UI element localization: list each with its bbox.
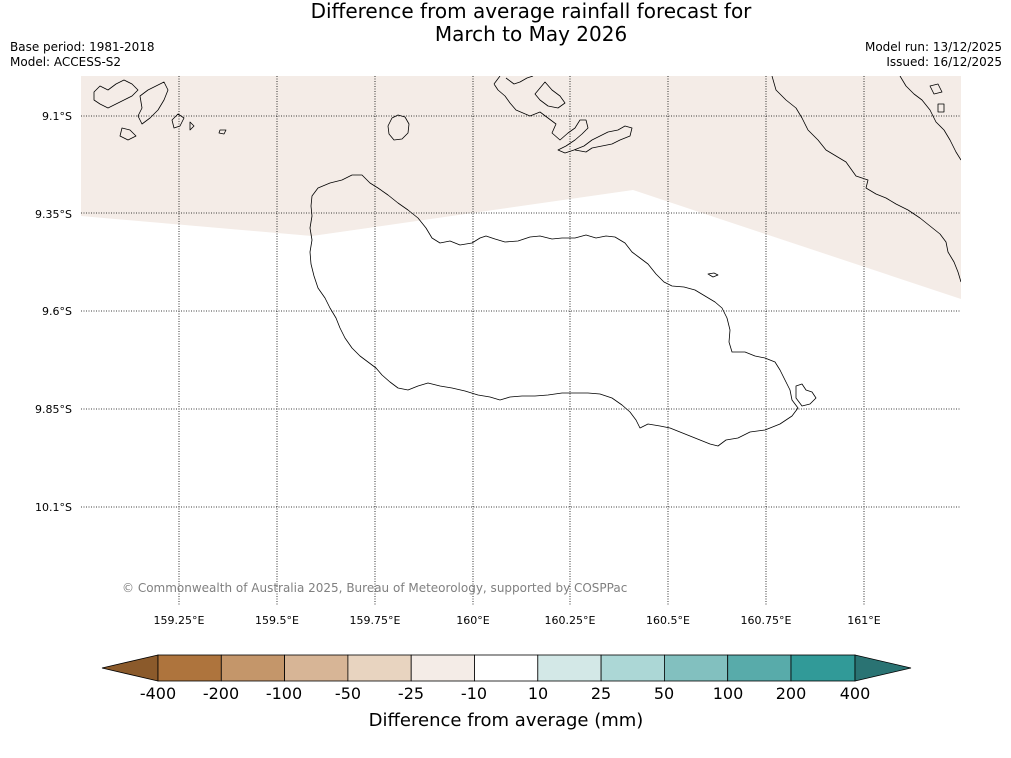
colorbar-title: Difference from average (mm) xyxy=(369,710,644,731)
lon-label: 160.75°E xyxy=(741,614,792,627)
meta-left: Base period: 1981-2018 Model: ACCESS-S2 xyxy=(10,40,155,70)
colorbar-bin xyxy=(537,654,602,682)
colorbar-tick-label: -400 xyxy=(140,684,176,703)
malaita-coastline xyxy=(771,76,961,283)
colorbar-bin xyxy=(220,654,286,682)
colorbar-tick-label: 25 xyxy=(591,684,611,703)
colorbar-tick-label: -200 xyxy=(203,684,239,703)
colorbar-bin xyxy=(600,654,665,682)
colorbar-tick-label: 200 xyxy=(776,684,807,703)
lon-label: 160.25°E xyxy=(545,614,596,627)
colorbar-bin xyxy=(410,654,475,682)
colorbar-bin xyxy=(347,654,412,682)
colorbar-tick-label: -10 xyxy=(461,684,487,703)
model-text: Model: ACCESS-S2 xyxy=(10,55,122,69)
colorbar xyxy=(101,654,912,682)
meta-right: Model run: 13/12/2025 Issued: 16/12/2025 xyxy=(865,40,1002,70)
model-run-text: Model run: 13/12/2025 xyxy=(864,40,1002,54)
colorbar-tick-label: -25 xyxy=(398,684,424,703)
lat-label: 9.85°S xyxy=(35,403,72,416)
colorbar-ticks: -400 -200 -100 -50 -25 -10 10 25 50 100 … xyxy=(140,684,870,703)
colorbar-tick-label: -50 xyxy=(335,684,361,703)
guadalcanal-coastline xyxy=(309,174,799,447)
savo-island-coastline xyxy=(387,114,410,141)
lon-label: 159.75°E xyxy=(350,614,401,627)
colorbar-over-arrow xyxy=(854,654,912,682)
colorbar-bin xyxy=(727,654,792,682)
lon-label: 159.25°E xyxy=(154,614,205,627)
forecast-region-polygon xyxy=(81,76,961,299)
issued-text: Issued: 16/12/2025 xyxy=(886,55,1002,69)
russell-islands-coastline xyxy=(93,79,227,141)
lon-label: 160°E xyxy=(456,614,489,627)
lat-label: 9.1°S xyxy=(42,110,72,123)
colorbar-bin xyxy=(157,654,222,682)
lon-label: 160.5°E xyxy=(646,614,690,627)
colorbar-tick-label: 10 xyxy=(528,684,548,703)
lat-label: 10.1°S xyxy=(35,501,72,514)
colorbar-tick-label: 100 xyxy=(713,684,744,703)
title-line-1: Difference from average rainfall forecas… xyxy=(310,0,752,23)
colorbar-bin xyxy=(284,654,349,682)
lat-label: 9.6°S xyxy=(42,305,72,318)
lat-label: 9.35°S xyxy=(35,208,72,221)
lat-labels: 9.1°S 9.35°S 9.6°S 9.85°S 10.1°S xyxy=(35,110,72,514)
colorbar-bin xyxy=(474,654,539,682)
forecast-shading xyxy=(81,76,961,299)
copyright-text: © Commonwealth of Australia 2025, Bureau… xyxy=(122,581,627,595)
base-period-text: Base period: 1981-2018 xyxy=(10,40,155,54)
graticule xyxy=(81,76,961,606)
florida-islands-coastline xyxy=(493,76,633,154)
colorbar-bin xyxy=(790,654,856,682)
colorbar-tick-label: 50 xyxy=(654,684,674,703)
colorbar-bin xyxy=(664,654,729,682)
lon-label: 161°E xyxy=(847,614,880,627)
coastlines xyxy=(93,76,961,447)
lon-labels: 159.25°E 159.5°E 159.75°E 160°E 160.25°E… xyxy=(154,614,881,627)
title-line-2: March to May 2026 xyxy=(434,22,628,46)
ngella-east-islets-coastline xyxy=(929,83,945,113)
lon-label: 159.5°E xyxy=(255,614,299,627)
colorbar-tick-label: -100 xyxy=(266,684,302,703)
colorbar-tick-label: 400 xyxy=(840,684,871,703)
marau-islets-coastline xyxy=(795,383,817,407)
colorbar-under-arrow xyxy=(101,654,159,682)
islet-coastline xyxy=(707,272,719,278)
map-title: Difference from average rainfall forecas… xyxy=(0,0,1011,46)
